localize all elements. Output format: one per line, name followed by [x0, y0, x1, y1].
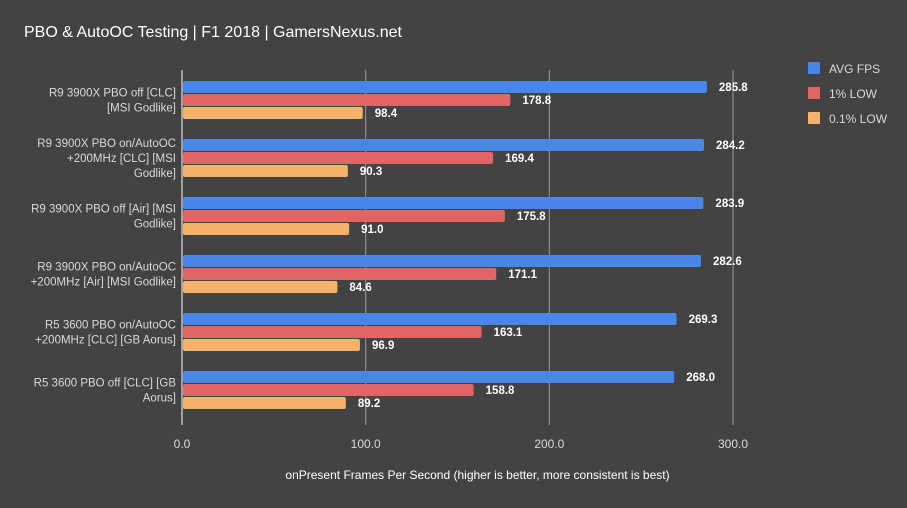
bar — [183, 255, 702, 267]
bar — [183, 281, 338, 293]
bar — [183, 152, 494, 164]
category-label: R9 3900X PBO off [Air] [MSI — [31, 204, 176, 216]
bar — [183, 223, 350, 235]
legend-label: 1% LOW — [829, 87, 878, 101]
data-label: 178.8 — [522, 95, 551, 107]
category-label: R9 3900X PBO on/AutoOC — [37, 138, 176, 150]
data-label: 285.8 — [719, 82, 748, 94]
x-axis-label: onPresent Frames Per Second (higher is b… — [285, 468, 669, 482]
x-tick-label: 100.0 — [351, 437, 381, 451]
data-label: 284.2 — [716, 140, 745, 152]
category-label: R9 3900X PBO off [CLC] — [49, 88, 176, 100]
bar — [183, 371, 675, 383]
data-label: 90.3 — [360, 166, 382, 178]
legend-swatch — [808, 112, 820, 124]
bar — [183, 384, 474, 396]
category-label: Godlike] — [134, 219, 176, 231]
bar — [183, 339, 360, 351]
bar — [183, 313, 677, 325]
bar — [183, 197, 704, 209]
category-label: [MSI Godlike] — [107, 103, 176, 115]
data-label: 283.9 — [715, 198, 744, 210]
category-label: R5 3600 PBO on/AutoOC — [45, 320, 176, 332]
chart-title: PBO & AutoOC Testing | F1 2018 | GamersN… — [24, 24, 402, 41]
category-label: Aorus] — [143, 393, 176, 405]
category-label: +200MHz [Air] [MSI Godlike] — [31, 277, 176, 289]
data-label: 89.2 — [358, 398, 380, 410]
bar — [183, 139, 704, 151]
bar — [183, 326, 482, 338]
category-label: +200MHz [CLC] [GB Aorus] — [35, 335, 176, 347]
data-label: 282.6 — [713, 256, 742, 268]
data-label: 91.0 — [361, 224, 383, 236]
bar — [183, 94, 511, 106]
data-label: 171.1 — [508, 269, 537, 281]
data-label: 96.9 — [372, 340, 394, 352]
legend-swatch — [808, 62, 820, 74]
data-label: 169.4 — [505, 153, 534, 165]
category-label: R5 3600 PBO off [CLC] [GB — [34, 378, 177, 390]
x-tick-label: 300.0 — [718, 437, 748, 451]
category-label: Godlike] — [134, 168, 176, 180]
data-label: 158.8 — [486, 385, 515, 397]
bar — [183, 397, 346, 409]
data-label: 269.3 — [689, 314, 718, 326]
data-label: 163.1 — [494, 327, 523, 339]
legend-label: 0.1% LOW — [829, 112, 888, 126]
legend-swatch — [808, 87, 820, 99]
legend-label: AVG FPS — [829, 62, 880, 76]
x-tick-label: 0.0 — [174, 437, 191, 451]
data-label: 84.6 — [349, 282, 371, 294]
bar — [183, 81, 707, 93]
category-label: R9 3900X PBO on/AutoOC — [37, 262, 176, 274]
x-tick-label: 200.0 — [534, 437, 564, 451]
category-label: +200MHz [CLC] [MSI — [67, 153, 176, 165]
data-label: 98.4 — [375, 108, 398, 120]
bar — [183, 107, 363, 119]
bar — [183, 210, 505, 222]
data-label: 268.0 — [686, 372, 715, 384]
bar — [183, 268, 497, 280]
bar — [183, 165, 348, 177]
data-label: 175.8 — [517, 211, 546, 223]
